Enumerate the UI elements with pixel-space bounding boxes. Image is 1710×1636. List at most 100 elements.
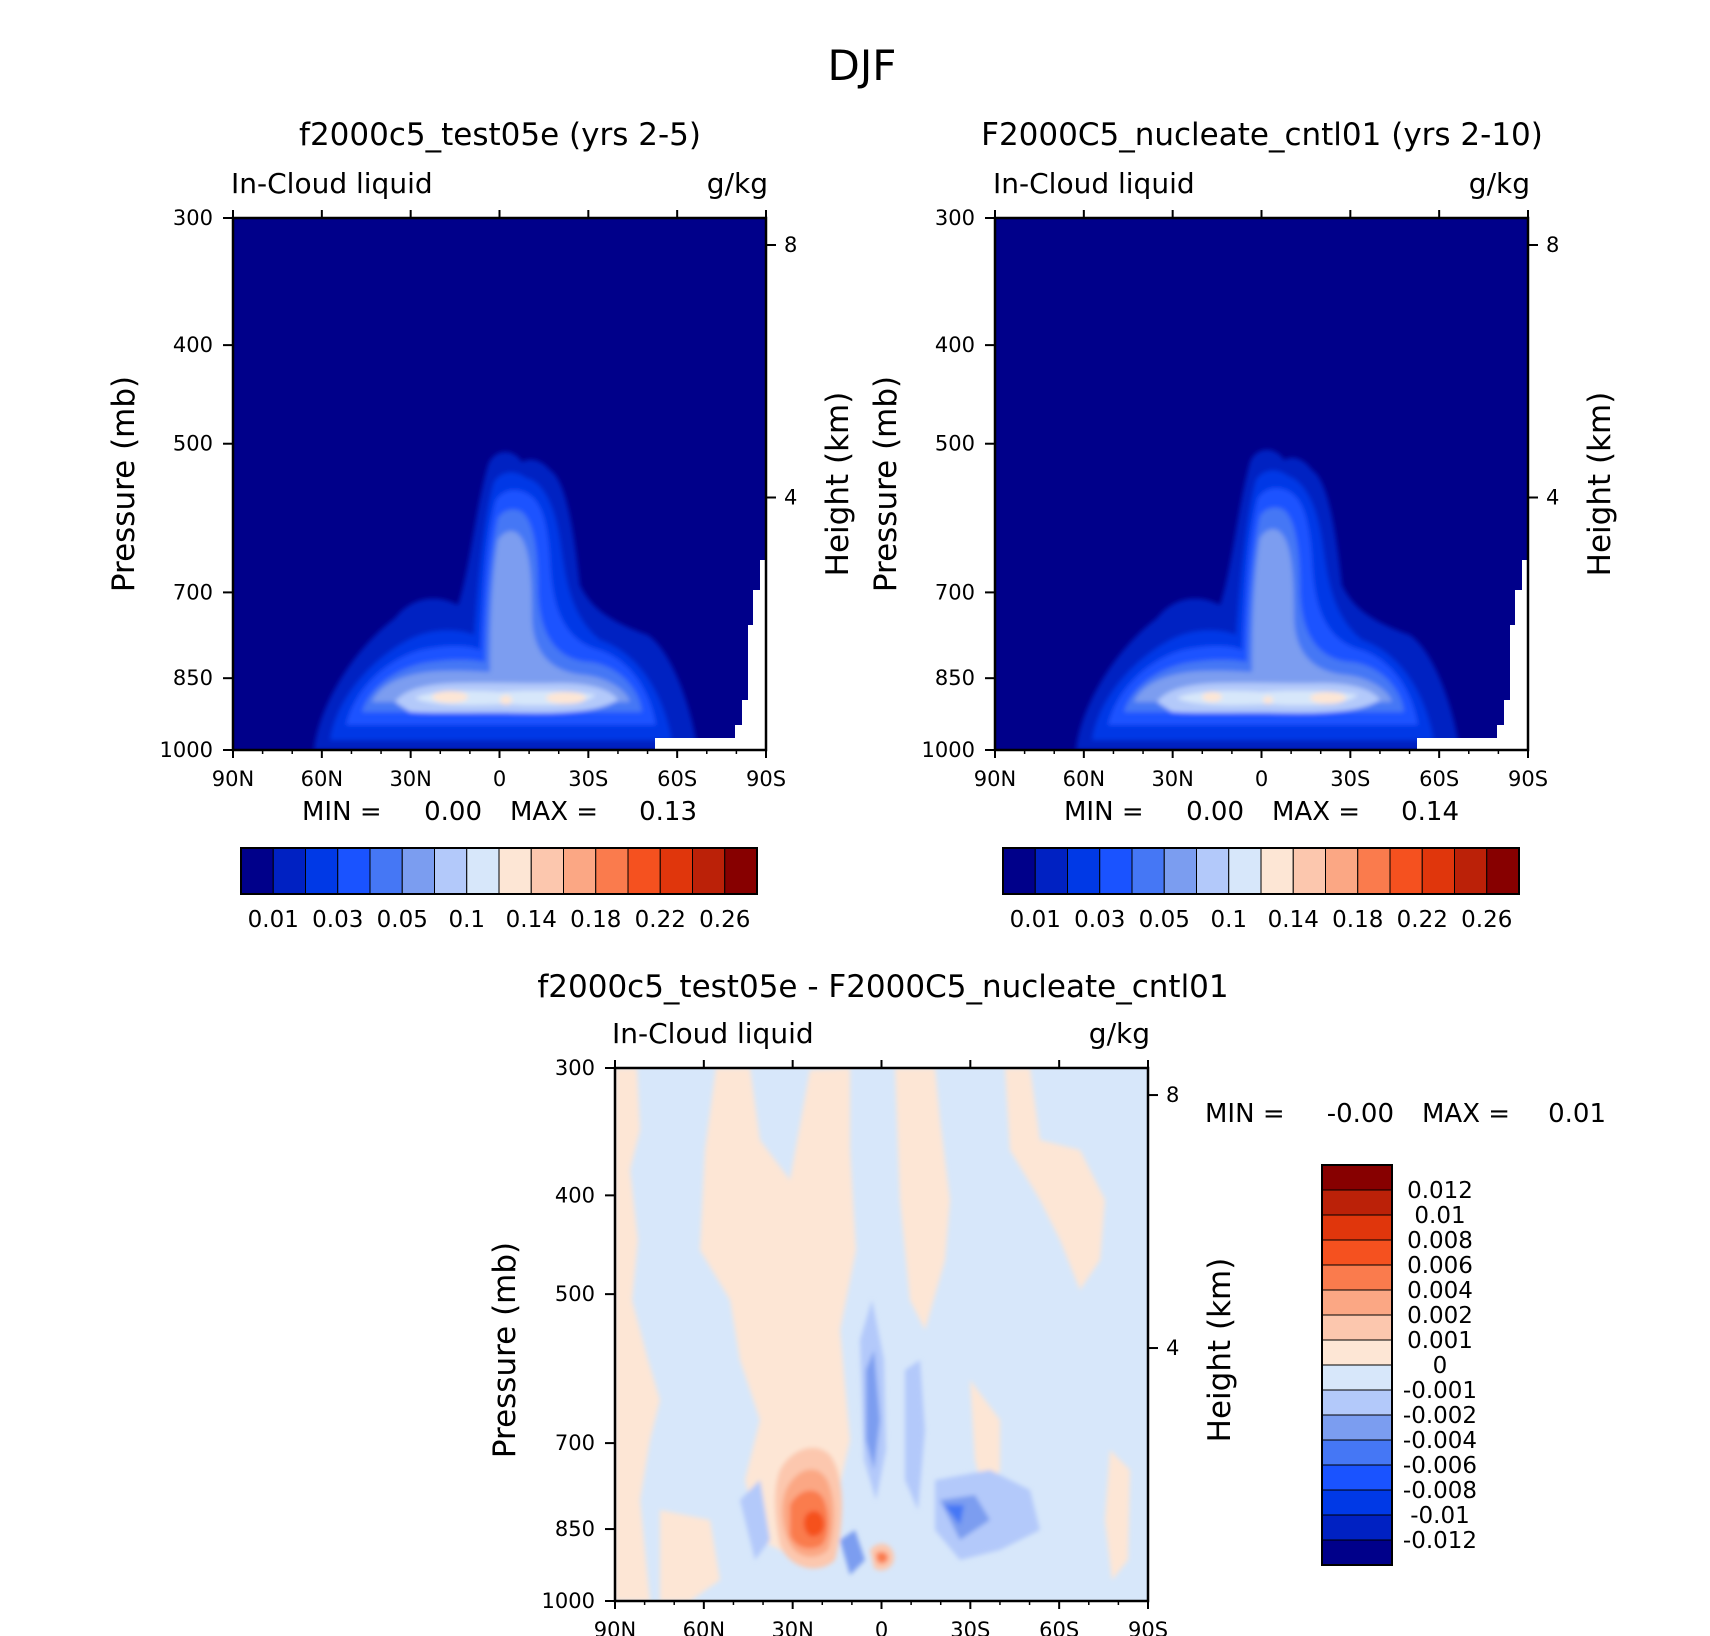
x-tick-label: 60S (1039, 1618, 1079, 1636)
colorbar-label: 0.18 (570, 907, 621, 933)
colorbar-box (595, 847, 629, 895)
panel-difference: f2000c5_test05e - F2000C5_nucleate_cntl0… (487, 969, 1606, 1636)
colorbar-box (1067, 847, 1101, 895)
plot-field (233, 218, 766, 750)
colorbar-box (1389, 847, 1423, 895)
colorbar-label: 0.14 (1268, 907, 1319, 933)
field-contour-8b (1263, 696, 1273, 704)
x-tick-label: 90S (746, 767, 786, 791)
x-axis: 90N 60N 30N 0 30S 60S 90S (212, 210, 786, 791)
y-axis-label: Pressure (mb) (868, 376, 904, 592)
field-positive-4 (1005, 1068, 1105, 1290)
colorbar-box (1163, 847, 1197, 895)
panel-title: f2000c5_test05e - F2000C5_nucleate_cntl0… (537, 969, 1228, 1005)
colorbar-box (1321, 1414, 1393, 1441)
units-label: g/kg (1089, 1017, 1150, 1050)
height-tick-label: 8 (1166, 1083, 1179, 1107)
min-value: 0.00 (424, 797, 482, 827)
colorbar-label: -0.006 (1403, 1453, 1477, 1479)
variable-label: In-Cloud liquid (993, 167, 1195, 200)
colorbar-label: 0 (1433, 1353, 1448, 1379)
colorbar-box (1228, 847, 1262, 895)
colorbar-label: 0.14 (506, 907, 557, 933)
field-contour-8 (1202, 692, 1222, 702)
y-tick-label: 500 (173, 432, 213, 456)
field-max-4 (803, 1510, 825, 1537)
colorbar-label: -0.012 (1403, 1528, 1477, 1554)
field-pos-equator-2 (876, 1551, 888, 1564)
max-value: 0.01 (1548, 1099, 1606, 1129)
units-label: g/kg (1469, 167, 1530, 200)
x-tick-label: 60N (1063, 767, 1105, 791)
colorbar-box (627, 847, 661, 895)
y-tick-label: 1000 (542, 1589, 595, 1613)
colorbar-box (1131, 847, 1165, 895)
colorbar-label: 0.012 (1407, 1178, 1473, 1204)
colorbar-box (1321, 1164, 1393, 1191)
colorbar: 0.01 0.03 0.05 0.1 0.14 0.18 0.22 0.26 (1002, 847, 1520, 933)
colorbar-label: 0.01 (1414, 1203, 1465, 1229)
height-tick-label: 8 (784, 233, 797, 257)
colorbar-box (1002, 847, 1036, 895)
colorbar-box (724, 847, 758, 895)
colorbar-box (272, 847, 306, 895)
field-negative-5 (866, 1350, 880, 1470)
field-negative-7 (944, 1505, 964, 1525)
colorbar-label: 0.05 (377, 907, 428, 933)
field-contour-8c (546, 692, 586, 704)
colorbar-label: 0.006 (1407, 1253, 1473, 1279)
colorbar-box (1321, 1464, 1393, 1491)
y-tick-label: 400 (555, 1183, 595, 1207)
colorbar-box (659, 847, 693, 895)
colorbar-box (1099, 847, 1133, 895)
field-contour-8c (1310, 692, 1346, 704)
colorbar-label: 0.05 (1139, 907, 1190, 933)
field-positive-6 (1105, 1450, 1130, 1580)
colorbar-frame (1321, 1164, 1393, 1566)
colorbar-box (530, 847, 564, 895)
height-tick-label: 8 (1546, 233, 1559, 257)
colorbar-box (692, 847, 726, 895)
missing-region (1417, 560, 1528, 750)
y-tick-label: 850 (555, 1517, 595, 1541)
colorbar-label: -0.001 (1403, 1378, 1477, 1404)
min-label: MIN = (1064, 797, 1144, 827)
colorbar-label: -0.004 (1403, 1428, 1477, 1454)
colorbar-box (1321, 1289, 1393, 1316)
field-positive-3 (895, 1068, 950, 1330)
colorbar-box (1321, 1264, 1393, 1291)
height-axis-label: Height (km) (820, 392, 856, 577)
field-negative-2 (905, 1360, 925, 1510)
colorbar-label: 0.26 (699, 907, 750, 933)
y-tick-label: 850 (935, 666, 975, 690)
x-tick-label: 0 (1255, 767, 1268, 791)
y-tick-label: 300 (935, 206, 975, 230)
x-tick-label: 30N (771, 1618, 813, 1636)
max-label: MAX = (1422, 1099, 1510, 1129)
colorbar-label: -0.008 (1403, 1478, 1477, 1504)
colorbar-box (1321, 1439, 1393, 1466)
colorbar-label: -0.002 (1403, 1403, 1477, 1429)
colorbar-box (337, 847, 371, 895)
colorbar-label: 0.004 (1407, 1278, 1473, 1304)
colorbar-label: 0.002 (1407, 1303, 1473, 1329)
colorbar-box (1321, 1489, 1393, 1516)
x-tick-label: 30S (568, 767, 608, 791)
colorbar-frame (1002, 847, 1520, 895)
x-tick-label: 0 (493, 767, 506, 791)
y-tick-label: 300 (555, 1056, 595, 1080)
colorbar-label: 0.03 (1074, 907, 1125, 933)
x-tick-label: 60S (657, 767, 697, 791)
min-value: 0.00 (1186, 797, 1244, 827)
x-tick-label: 60S (1419, 767, 1459, 791)
colorbar-box (498, 847, 532, 895)
colorbar-label: 0.26 (1461, 907, 1512, 933)
x-tick-label: 60N (683, 1618, 725, 1636)
height-axis: 84 (766, 233, 797, 510)
colorbar-label: 0.01 (248, 907, 299, 933)
min-label: MIN = (1205, 1099, 1285, 1129)
min-value: -0.00 (1327, 1099, 1394, 1129)
plot-field (995, 218, 1528, 750)
colorbar-box (401, 847, 435, 895)
